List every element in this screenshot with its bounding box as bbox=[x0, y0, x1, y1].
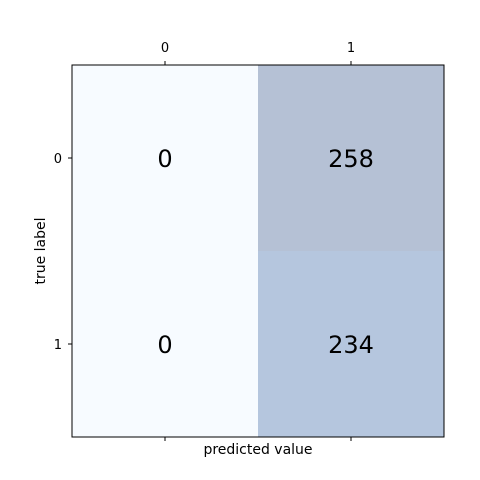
x-tick-label-0: 0 bbox=[161, 41, 169, 56]
y-tick-label-0: 0 bbox=[54, 152, 62, 167]
cell-value-label-r1-c1: 234 bbox=[328, 331, 374, 359]
y-tick-label-1: 1 bbox=[54, 338, 62, 353]
cell-value-label-r0-c0: 0 bbox=[157, 145, 172, 173]
cell-value-label-r0-c1: 258 bbox=[328, 145, 374, 173]
heatmap-cells bbox=[72, 65, 444, 437]
y-axis-ticks: 01 bbox=[54, 152, 72, 353]
x-axis-label: predicted value bbox=[203, 442, 312, 458]
y-axis-label: true label bbox=[33, 217, 49, 284]
cell-value-label-r1-c0: 0 bbox=[157, 331, 172, 359]
x-tick-label-1: 1 bbox=[347, 41, 355, 56]
